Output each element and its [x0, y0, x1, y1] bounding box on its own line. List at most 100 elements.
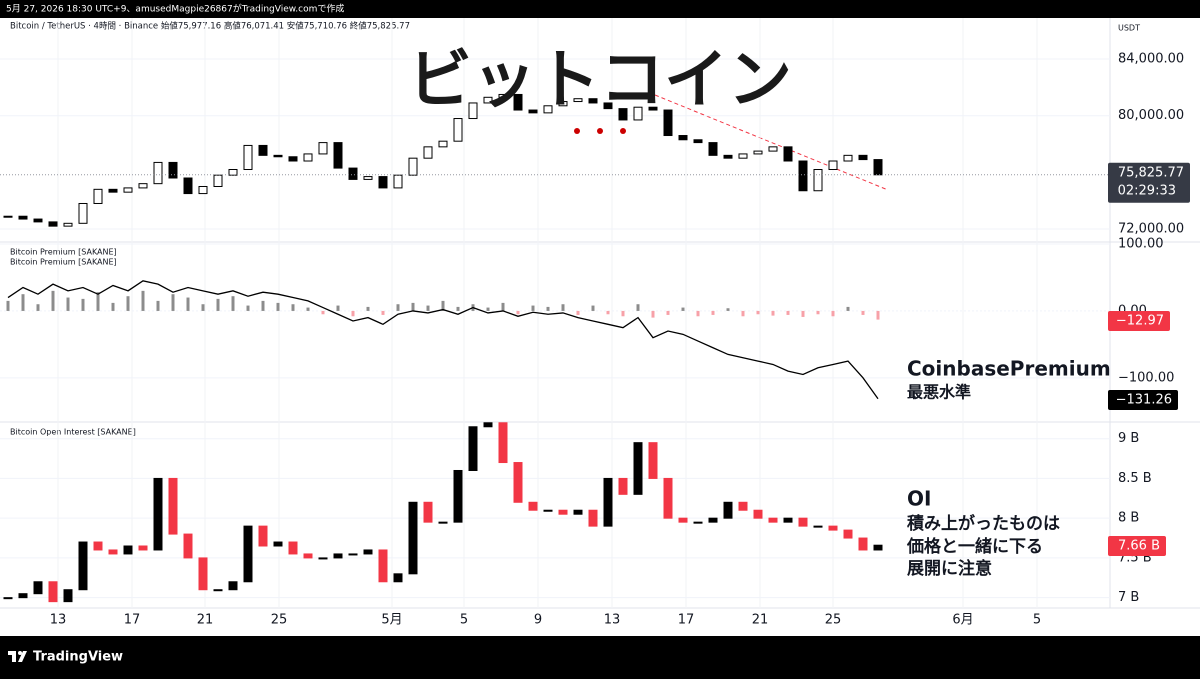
- header-caption: 5月 27, 2026 18:30 UTC+9、amusedMagpie2686…: [6, 3, 344, 15]
- y-tick-label: 100.00: [1118, 237, 1164, 252]
- x-tick-label: 5月: [381, 613, 402, 628]
- histogram-bar: [426, 305, 430, 311]
- premium-bar-last-box: [1108, 311, 1170, 331]
- histogram-bar: [681, 307, 685, 311]
- candle: [333, 553, 343, 559]
- candle: [213, 589, 223, 592]
- candle: [63, 222, 73, 227]
- candle: [198, 185, 208, 195]
- x-tick-label: 17: [124, 613, 141, 628]
- y-tick-label: 84,000.00: [1118, 52, 1184, 67]
- symbol-info: Bitcoin / TetherUS · 4時間 · Binance 始値75,…: [10, 21, 410, 32]
- histogram-bar: [411, 302, 415, 311]
- histogram-bar: [51, 290, 55, 311]
- candle: [813, 525, 823, 528]
- histogram-bar: [651, 310, 655, 318]
- oi-last-box: [1108, 536, 1166, 556]
- annotation: OI: [907, 487, 931, 511]
- candle: [678, 135, 688, 141]
- currency: USDT: [1118, 24, 1140, 33]
- candle: [738, 501, 748, 511]
- candle: [363, 176, 373, 180]
- candle: [693, 521, 703, 524]
- histogram-bar: [366, 306, 370, 311]
- y-tick-label: 72,000.00: [1118, 221, 1184, 236]
- candle: [678, 517, 688, 523]
- histogram-bar: [636, 304, 640, 311]
- candle: [483, 422, 493, 428]
- candle: [558, 509, 568, 515]
- candle: [843, 154, 853, 162]
- oi-last: 7.66 B: [1118, 539, 1160, 554]
- candle: [783, 146, 793, 162]
- histogram-bar: [6, 300, 10, 311]
- candle: [873, 159, 883, 176]
- histogram-bar: [501, 302, 505, 311]
- candle: [423, 501, 433, 523]
- histogram-bar: [231, 296, 235, 311]
- histogram-bar: [516, 310, 520, 315]
- candle: [93, 188, 103, 204]
- candle: [543, 105, 553, 114]
- candle: [33, 218, 43, 223]
- histogram-bar: [216, 298, 220, 311]
- y-tick-label: 8 B: [1118, 511, 1139, 526]
- candle: [843, 529, 853, 539]
- histogram-bar: [531, 305, 535, 311]
- candle: [768, 517, 778, 523]
- candle: [873, 544, 883, 551]
- candle: [258, 144, 268, 156]
- candle: [663, 109, 673, 137]
- candle: [588, 509, 598, 527]
- histogram-bar: [591, 305, 595, 311]
- candle: [348, 167, 358, 180]
- candle: [753, 509, 763, 519]
- y-tick-label: 80,000.00: [1118, 108, 1184, 123]
- candle: [858, 154, 868, 161]
- candle: [48, 581, 58, 603]
- candle: [798, 160, 808, 192]
- y-tick-label: 7 B: [1118, 590, 1139, 605]
- histogram-bar: [291, 304, 295, 311]
- candle: [303, 553, 313, 559]
- histogram-bar: [36, 304, 40, 311]
- candle: [483, 96, 493, 104]
- histogram-bar: [606, 310, 610, 315]
- last-price-box: [1108, 162, 1190, 203]
- histogram-bar: [306, 307, 310, 311]
- candle: [558, 101, 568, 107]
- histogram-bar: [381, 310, 385, 315]
- candle: [18, 215, 28, 220]
- candle: [468, 426, 478, 471]
- candle: [318, 142, 328, 155]
- candle: [753, 150, 763, 155]
- candle: [708, 142, 718, 156]
- candle: [723, 501, 733, 519]
- candle: [618, 108, 628, 121]
- x-tick-label: 25: [825, 613, 842, 628]
- candle: [603, 102, 613, 110]
- histogram-bar: [561, 304, 565, 311]
- y-tick-label: 9 B: [1118, 431, 1139, 446]
- brand: TradingView: [33, 650, 123, 665]
- histogram-bar: [276, 302, 280, 311]
- candle: [213, 174, 223, 187]
- candle: [123, 545, 133, 555]
- y-tick-label: −100.00: [1118, 370, 1174, 385]
- histogram-bar: [621, 310, 625, 317]
- histogram-bar: [771, 310, 775, 316]
- annotation: 最悪水準: [907, 383, 971, 402]
- annotation: 展開に注意: [907, 558, 992, 579]
- histogram-bar: [546, 306, 550, 311]
- histogram-bar: [846, 306, 850, 311]
- candle: [528, 109, 538, 114]
- histogram-bar: [336, 305, 340, 311]
- x-tick-label: 9: [534, 613, 542, 628]
- candle: [573, 509, 583, 515]
- indicator-label: Bitcoin Open Interest [SAKANE]: [10, 428, 136, 437]
- x-tick-label: 5: [1033, 613, 1041, 628]
- candle: [63, 589, 73, 603]
- y-tick-label: 8.5 B: [1118, 471, 1152, 486]
- histogram-bar: [261, 300, 265, 311]
- histogram-bar: [876, 310, 880, 320]
